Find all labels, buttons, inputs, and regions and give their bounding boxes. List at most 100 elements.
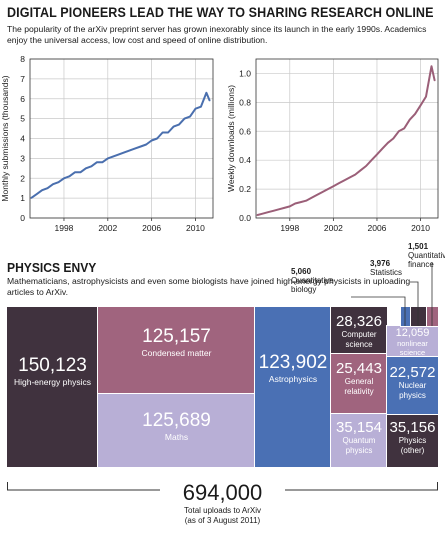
data-point [349, 176, 351, 179]
data-point [409, 119, 411, 121]
treemap-label: Quantum physics [342, 436, 376, 455]
y-tick-label: 1 [20, 193, 25, 203]
treemap-cell: 150,123 High-energy physics [6, 306, 99, 468]
data-point [360, 169, 362, 171]
data-point [90, 165, 92, 167]
y-tick-label: 8 [20, 54, 25, 64]
page-subtitle: The popularity of the arXiv preprint ser… [7, 24, 427, 45]
treemap-cell [400, 306, 412, 327]
treemap-cell-text: 125,157 Condensed matter [99, 326, 254, 358]
data-point [96, 161, 98, 163]
data-point [178, 123, 180, 126]
treemap-cell-text: 25,443 General relativity [332, 360, 386, 396]
data-point [107, 157, 109, 159]
data-point [151, 139, 153, 142]
data-point [419, 104, 422, 106]
data-point [283, 207, 285, 209]
data-point [123, 151, 125, 154]
treemap-value: 125,157 [142, 326, 211, 347]
page-title: DIGITAL PIONEERS LEAD THE WAY TO SHARING… [7, 5, 434, 20]
x-tick-label: 2010 [411, 223, 430, 233]
data-point [414, 113, 416, 115]
y-tick-label: 0.0 [239, 213, 251, 223]
x-tick-label: 2006 [142, 223, 161, 233]
total-value: 694,000 [182, 480, 263, 505]
data-point [272, 210, 275, 212]
treemap-value: 5,060 [291, 267, 312, 276]
treemap-label: Astrophysics [268, 374, 318, 384]
data-point [101, 161, 103, 163]
data-point [256, 214, 258, 216]
data-point [35, 193, 38, 195]
data-point [267, 211, 269, 213]
data-point [63, 177, 65, 179]
data-point [327, 188, 329, 190]
total-note: (as of 3 August 2011) [184, 515, 261, 525]
submissions-chart: 1998 2002 2006 2010 0 1 2 3 4 5 6 7 8 Monthly submiss… [0, 54, 214, 233]
data-point [30, 197, 32, 199]
data-point [156, 137, 158, 140]
data-point [161, 131, 164, 134]
data-point [79, 171, 82, 173]
data-point [172, 125, 175, 128]
data-point [343, 179, 345, 182]
plot-frame [255, 58, 439, 219]
data-point [74, 171, 76, 173]
treemap-label: High-energy physics [13, 377, 91, 387]
data-point [305, 200, 307, 202]
data-point [332, 185, 334, 187]
data-point [376, 153, 378, 155]
treemap-label: Nuclear physics [398, 381, 427, 400]
treemap-value: 1,501 [408, 242, 429, 251]
treemap-cell-text: 125,689 Maths [99, 410, 254, 442]
data-point [294, 202, 296, 205]
data-point [300, 201, 302, 203]
data-point [189, 116, 191, 118]
treemap-cell-text: 35,156 Physics (other) [388, 419, 437, 455]
treemap-cell: 35,156 Physics (other) [386, 413, 439, 468]
data-point [183, 118, 186, 120]
data-point [289, 205, 291, 208]
section-title: PHYSICS ENVY [7, 260, 97, 275]
data-point [278, 208, 280, 210]
treemap-cell-text: 150,123 High-energy physics [8, 355, 97, 387]
data-point [41, 189, 43, 191]
y-tick-label: 7 [20, 74, 25, 84]
treemap-label: Statistics [370, 268, 403, 277]
treemap-value: 125,689 [142, 410, 211, 431]
data-point [118, 153, 120, 155]
treemap-cell [410, 306, 428, 327]
data-point [134, 147, 136, 150]
y-tick-label: 3 [20, 153, 25, 163]
treemap-external-label: 3,976 Statistics [370, 259, 420, 277]
treemap-label: Maths [164, 432, 189, 442]
plot-frame [29, 58, 214, 219]
x-tick-label: 1998 [280, 223, 299, 233]
data-point [370, 159, 373, 161]
treemap-label: Computer science [341, 330, 377, 349]
total-bracket [7, 482, 438, 491]
data-line [256, 65, 436, 217]
x-tick-label: 1998 [55, 223, 74, 233]
data-point [398, 130, 400, 132]
data-point [112, 155, 114, 157]
treemap-cell-text: 12,059 nonlinear science [388, 327, 437, 357]
y-tick-label: 6 [20, 94, 25, 104]
data-point [316, 194, 318, 196]
treemap-value: 22,572 [389, 364, 436, 381]
y-tick-label: 0 [20, 213, 25, 223]
data-point [167, 131, 169, 134]
data-point [430, 65, 433, 67]
treemap-cell: 125,689 Maths [97, 393, 256, 468]
data-point [381, 148, 384, 150]
treemap-cell: 25,443 General relativity [330, 353, 388, 415]
y-tick-label: 4 [20, 134, 25, 144]
treemap-cell-text: 28,326 Computer science [332, 313, 386, 349]
data-point [425, 95, 427, 98]
data-point [354, 174, 356, 176]
y-tick-label: 1.0 [239, 68, 251, 78]
treemap-cell: 12,059 nonlinear science [386, 325, 439, 358]
total-label-line: Total uploads to ArXiv [184, 506, 261, 515]
data-point [68, 175, 71, 177]
